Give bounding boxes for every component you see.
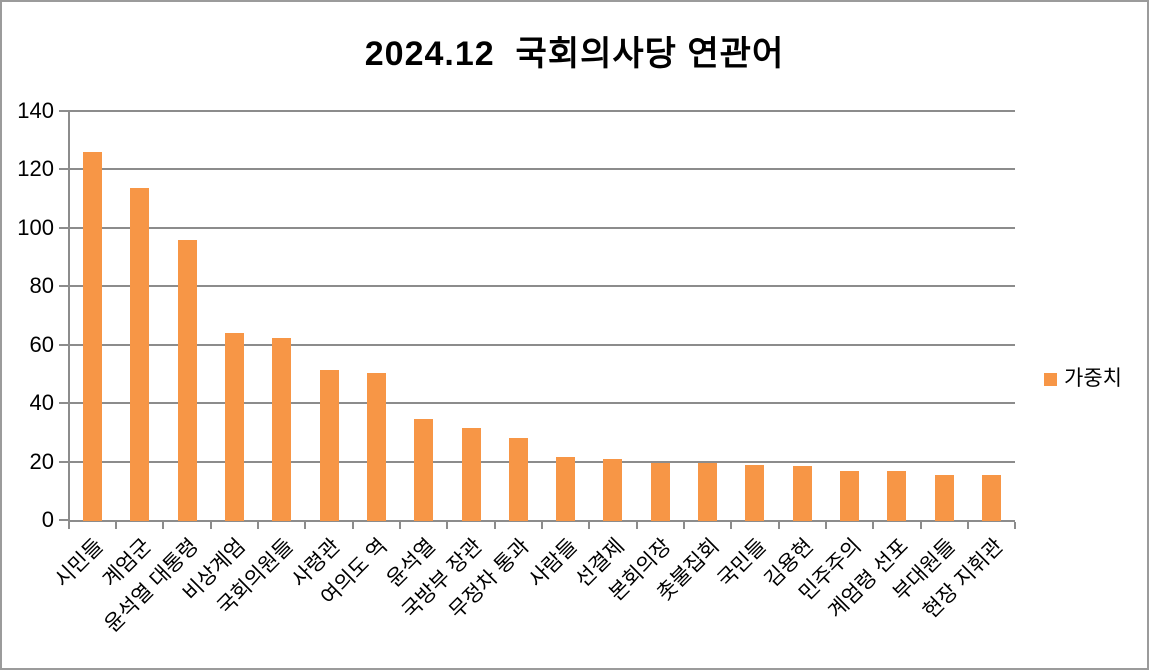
y-tick-label: 0 [41,507,54,533]
x-axis-tick [730,522,733,530]
gridline [68,460,1016,463]
y-tick-label: 140 [17,97,54,123]
y-axis-tick [59,402,69,405]
x-axis-tick [824,522,827,530]
legend-swatch-icon [1044,372,1057,386]
x-axis-tick [446,522,449,530]
bar [934,474,954,522]
bar [745,464,765,522]
gridline [68,343,1016,346]
x-axis-tick [351,522,354,530]
bar [82,151,102,522]
x-axis-line [68,520,1016,523]
y-tick-label: 100 [17,214,54,240]
gridline [68,285,1016,288]
x-axis-tick [399,522,401,530]
y-tick-label: 120 [17,156,54,182]
y-tick-label: 20 [29,448,54,474]
bar [366,372,386,522]
x-axis-tick [67,522,70,530]
x-axis-tick [919,522,922,530]
y-axis-tick [59,168,69,171]
x-axis-tick [209,522,212,530]
y-axis-tick [59,226,69,229]
gridline [68,226,1016,229]
y-axis-tick [59,343,69,346]
x-axis-tick [493,522,496,530]
bar [177,239,197,522]
legend: 가중치 [1044,366,1122,392]
x-axis-tick [682,522,685,530]
bar [792,466,812,522]
gridline [68,168,1016,171]
x-axis-tick [541,522,543,530]
bar [319,369,339,522]
bar [224,333,244,522]
x-axis-tick [635,522,638,530]
bar [556,457,576,522]
bar [508,438,528,522]
legend-label: 가중치 [1064,367,1122,390]
x-axis-tick [1014,522,1017,530]
bar [414,419,434,522]
y-axis-tick [59,460,69,463]
x-axis-tick [588,522,591,530]
bar [272,337,292,522]
bar [982,474,1002,522]
bar [650,463,670,522]
x-axis-tick [257,522,260,530]
y-axis-tick [59,519,69,522]
y-tick-label: 60 [29,331,54,357]
y-tick-label: 80 [29,273,54,299]
bar [840,470,860,522]
x-axis-tick [162,522,165,530]
x-axis-tick [777,522,780,530]
x-axis-tick [115,522,118,530]
gridline [68,402,1016,405]
chart-title: 2024.12 국회의사당 연관어 [364,35,785,73]
bar [887,470,907,522]
y-axis-tick [59,285,69,288]
bar [130,188,150,522]
bar [698,463,718,522]
y-axis-line [67,110,70,523]
x-axis-tick [966,522,969,530]
bar [603,458,623,522]
gridline [68,109,1016,112]
y-axis-tick [59,109,69,112]
y-tick-label: 40 [29,390,54,416]
x-axis-tick [304,522,307,530]
bar [461,428,481,522]
x-axis-tick [872,522,875,530]
